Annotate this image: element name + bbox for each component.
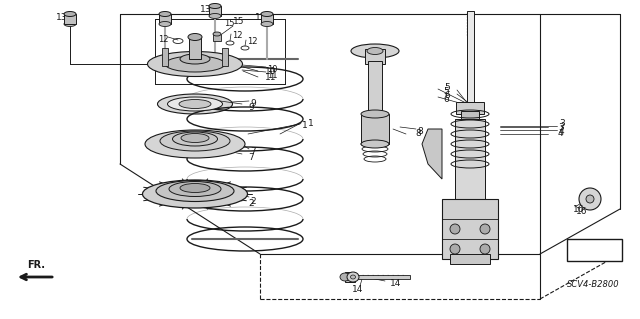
FancyBboxPatch shape (442, 199, 498, 259)
Ellipse shape (145, 130, 245, 158)
Ellipse shape (361, 140, 389, 148)
Ellipse shape (157, 94, 232, 114)
Text: 14: 14 (390, 279, 401, 288)
Text: 3: 3 (558, 122, 564, 131)
FancyBboxPatch shape (209, 6, 221, 16)
Ellipse shape (165, 56, 225, 72)
Ellipse shape (173, 132, 218, 146)
Text: FR.: FR. (27, 260, 45, 270)
FancyBboxPatch shape (450, 254, 490, 264)
Ellipse shape (351, 275, 355, 279)
Circle shape (480, 244, 490, 254)
Ellipse shape (159, 21, 171, 26)
Text: 13: 13 (200, 5, 211, 14)
FancyBboxPatch shape (64, 14, 76, 24)
FancyBboxPatch shape (162, 48, 168, 66)
Ellipse shape (579, 188, 601, 210)
Ellipse shape (361, 110, 389, 118)
Text: 5: 5 (443, 86, 449, 95)
Text: 14: 14 (352, 285, 364, 293)
FancyBboxPatch shape (361, 114, 389, 144)
FancyBboxPatch shape (355, 275, 410, 279)
Text: 5: 5 (444, 83, 450, 92)
Ellipse shape (169, 182, 221, 197)
Ellipse shape (180, 183, 210, 192)
FancyBboxPatch shape (365, 49, 385, 64)
Text: 8: 8 (417, 128, 423, 137)
Text: 12: 12 (247, 36, 257, 46)
Text: 1: 1 (308, 120, 314, 129)
Ellipse shape (209, 13, 221, 19)
Text: 11: 11 (267, 70, 278, 79)
Text: 8: 8 (415, 130, 420, 138)
Ellipse shape (159, 11, 171, 17)
FancyBboxPatch shape (261, 14, 273, 24)
Ellipse shape (209, 4, 221, 9)
Text: 3: 3 (559, 120, 564, 129)
Text: SCV4-B2800: SCV4-B2800 (568, 280, 620, 289)
Text: 16: 16 (576, 207, 588, 217)
Text: 15: 15 (224, 19, 234, 28)
Ellipse shape (261, 21, 273, 26)
Text: 2: 2 (248, 199, 253, 209)
FancyBboxPatch shape (222, 48, 228, 66)
Circle shape (450, 244, 460, 254)
Ellipse shape (367, 48, 383, 55)
Text: 12: 12 (232, 32, 243, 41)
Polygon shape (422, 129, 442, 179)
Text: 6: 6 (443, 94, 449, 103)
Text: 10: 10 (267, 64, 278, 73)
FancyBboxPatch shape (567, 239, 622, 261)
Ellipse shape (143, 180, 248, 208)
FancyBboxPatch shape (461, 111, 479, 119)
FancyBboxPatch shape (189, 37, 201, 59)
Text: 11: 11 (265, 72, 276, 81)
Text: 16: 16 (573, 204, 584, 213)
Text: B-27: B-27 (580, 245, 608, 255)
Ellipse shape (181, 133, 209, 143)
Text: 10: 10 (265, 66, 276, 76)
Text: 7: 7 (250, 147, 256, 157)
Text: 4: 4 (558, 130, 564, 138)
FancyBboxPatch shape (455, 119, 485, 204)
Ellipse shape (156, 181, 234, 202)
Circle shape (450, 224, 460, 234)
Text: 13: 13 (255, 13, 266, 23)
Text: 1: 1 (302, 122, 308, 130)
Text: 6: 6 (444, 91, 450, 100)
Ellipse shape (351, 44, 399, 58)
FancyBboxPatch shape (213, 34, 221, 41)
FancyBboxPatch shape (368, 61, 382, 119)
Ellipse shape (147, 51, 243, 77)
Ellipse shape (340, 273, 350, 281)
FancyBboxPatch shape (456, 102, 484, 114)
FancyBboxPatch shape (345, 272, 355, 282)
Text: 13: 13 (56, 13, 67, 23)
Text: 9: 9 (248, 102, 253, 112)
Text: 7: 7 (248, 152, 253, 161)
Text: 9: 9 (250, 100, 256, 108)
Text: 15: 15 (233, 18, 244, 26)
Text: 12: 12 (158, 34, 168, 43)
FancyBboxPatch shape (467, 11, 474, 104)
Circle shape (480, 224, 490, 234)
Ellipse shape (213, 32, 221, 36)
Ellipse shape (586, 195, 594, 203)
Ellipse shape (347, 272, 359, 282)
Ellipse shape (64, 11, 76, 17)
Text: 4: 4 (559, 128, 564, 137)
Ellipse shape (180, 54, 210, 64)
Text: 2: 2 (250, 197, 255, 205)
FancyBboxPatch shape (159, 14, 171, 24)
Ellipse shape (64, 21, 76, 26)
Ellipse shape (168, 97, 223, 111)
Ellipse shape (261, 11, 273, 17)
Ellipse shape (160, 131, 230, 151)
Ellipse shape (188, 33, 202, 41)
Ellipse shape (179, 100, 211, 108)
